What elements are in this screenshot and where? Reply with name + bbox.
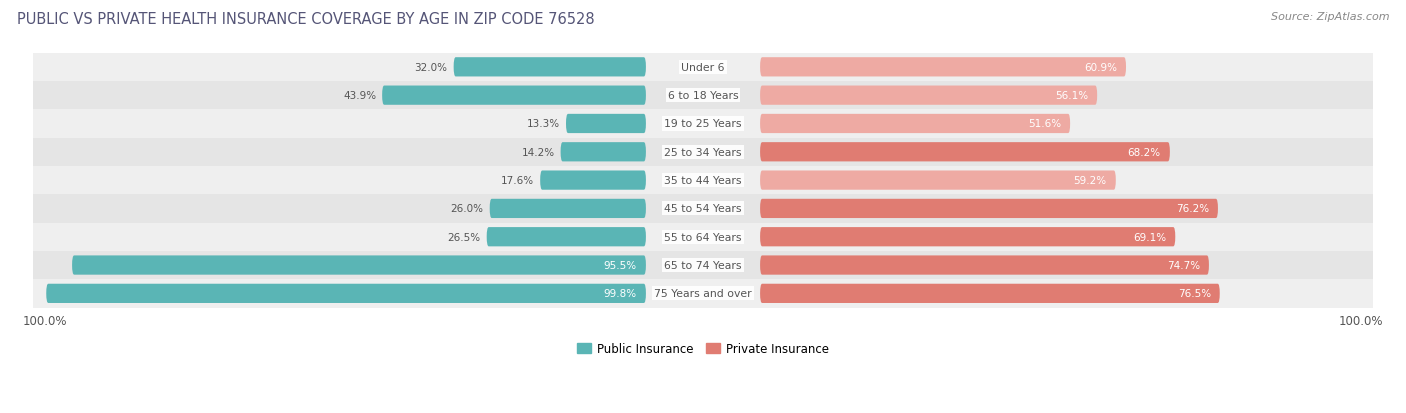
Bar (32, 138, 1374, 166)
Bar (32, 110, 1374, 138)
Bar (32, 166, 1374, 195)
Legend: Public Insurance, Private Insurance: Public Insurance, Private Insurance (572, 337, 834, 360)
Text: PUBLIC VS PRIVATE HEALTH INSURANCE COVERAGE BY AGE IN ZIP CODE 76528: PUBLIC VS PRIVATE HEALTH INSURANCE COVER… (17, 12, 595, 27)
Text: 26.0%: 26.0% (451, 204, 484, 214)
FancyBboxPatch shape (489, 199, 645, 218)
Text: 76.2%: 76.2% (1175, 204, 1209, 214)
Text: 13.3%: 13.3% (527, 119, 560, 129)
Text: 76.5%: 76.5% (1178, 289, 1211, 299)
Text: 95.5%: 95.5% (603, 261, 637, 271)
FancyBboxPatch shape (761, 256, 1209, 275)
Text: Source: ZipAtlas.com: Source: ZipAtlas.com (1271, 12, 1389, 22)
FancyBboxPatch shape (761, 86, 1097, 105)
Text: 75 Years and over: 75 Years and over (654, 289, 752, 299)
Text: 60.9%: 60.9% (1084, 63, 1116, 73)
Bar (32, 251, 1374, 280)
FancyBboxPatch shape (761, 58, 1126, 77)
FancyBboxPatch shape (761, 171, 1116, 190)
Text: 68.2%: 68.2% (1128, 147, 1161, 157)
Bar (32, 223, 1374, 251)
FancyBboxPatch shape (761, 284, 1220, 303)
Text: 65 to 74 Years: 65 to 74 Years (664, 261, 742, 271)
FancyBboxPatch shape (486, 228, 645, 247)
Bar (32, 82, 1374, 110)
FancyBboxPatch shape (561, 143, 645, 162)
Text: 55 to 64 Years: 55 to 64 Years (664, 232, 742, 242)
Text: 17.6%: 17.6% (501, 176, 534, 186)
Text: 99.8%: 99.8% (603, 289, 637, 299)
FancyBboxPatch shape (761, 199, 1218, 218)
Text: 26.5%: 26.5% (447, 232, 481, 242)
Bar (32, 280, 1374, 308)
Text: 69.1%: 69.1% (1133, 232, 1166, 242)
FancyBboxPatch shape (761, 143, 1170, 162)
FancyBboxPatch shape (46, 284, 645, 303)
FancyBboxPatch shape (761, 114, 1070, 134)
Text: 25 to 34 Years: 25 to 34 Years (664, 147, 742, 157)
Text: 6 to 18 Years: 6 to 18 Years (668, 91, 738, 101)
Bar (32, 195, 1374, 223)
FancyBboxPatch shape (567, 114, 645, 134)
Bar (32, 54, 1374, 82)
FancyBboxPatch shape (454, 58, 645, 77)
Text: 35 to 44 Years: 35 to 44 Years (664, 176, 742, 186)
Text: 43.9%: 43.9% (343, 91, 377, 101)
FancyBboxPatch shape (761, 228, 1175, 247)
FancyBboxPatch shape (540, 171, 645, 190)
Text: 56.1%: 56.1% (1054, 91, 1088, 101)
Text: 74.7%: 74.7% (1167, 261, 1199, 271)
FancyBboxPatch shape (382, 86, 645, 105)
FancyBboxPatch shape (72, 256, 645, 275)
Text: 19 to 25 Years: 19 to 25 Years (664, 119, 742, 129)
Text: 32.0%: 32.0% (415, 63, 447, 73)
Text: 51.6%: 51.6% (1028, 119, 1062, 129)
Text: 59.2%: 59.2% (1074, 176, 1107, 186)
Text: Under 6: Under 6 (682, 63, 724, 73)
Text: 45 to 54 Years: 45 to 54 Years (664, 204, 742, 214)
Text: 14.2%: 14.2% (522, 147, 554, 157)
